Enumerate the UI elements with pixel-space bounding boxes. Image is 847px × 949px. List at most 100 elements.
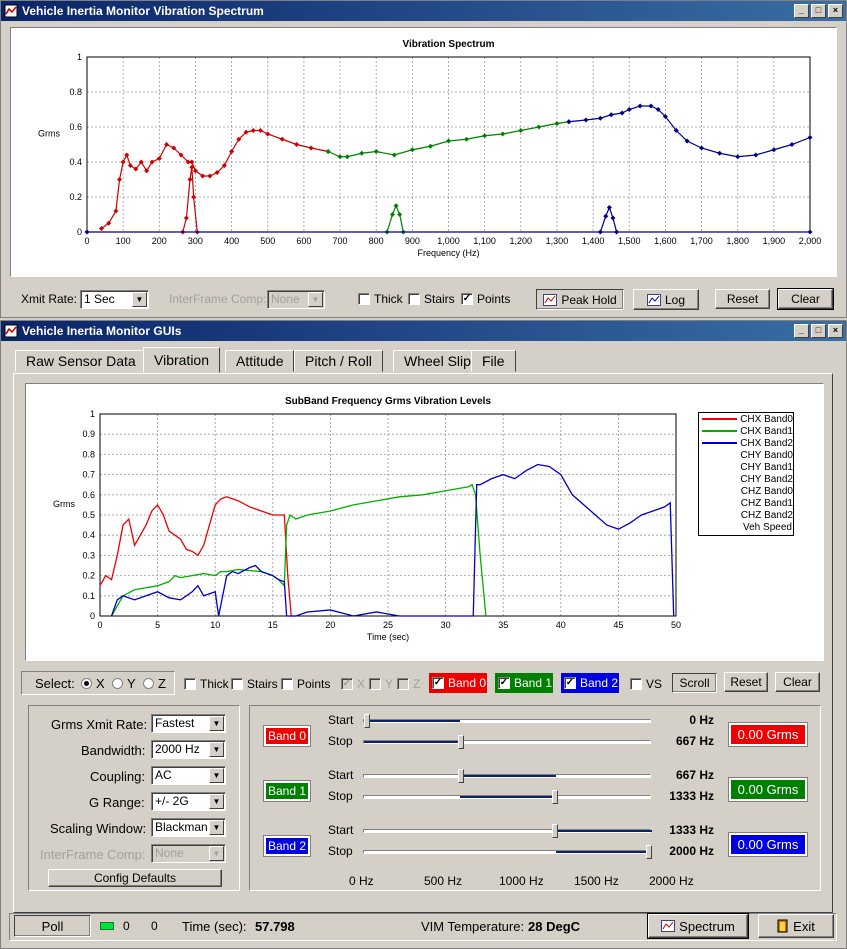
select-z-radio[interactable]: Z [143,676,166,691]
radio-circle[interactable] [143,678,154,689]
chevron-down-icon[interactable]: ▼ [209,794,224,809]
data-point [325,149,331,154]
tab-attitude[interactable]: Attitude [225,350,295,372]
points-checkbox[interactable]: Points [281,677,330,691]
spectrum-button[interactable]: Spectrum [647,913,749,939]
spectrum-titlebar[interactable]: Vehicle Inertia Monitor Vibration Spectr… [1,1,846,21]
data-point [597,115,603,121]
radio-circle[interactable] [81,678,92,689]
peak-hold-button[interactable]: Peak Hold [536,289,624,310]
select-y-radio[interactable]: Y [112,676,136,691]
maximize-icon[interactable]: □ [811,4,826,18]
data-point [648,103,654,109]
slider-thumb[interactable] [457,769,464,783]
slider-thumb[interactable] [552,790,558,804]
vibration-tab-panel [13,373,833,913]
data-point [189,164,195,170]
minimize-icon[interactable]: _ [794,324,809,338]
gx-label: X [357,677,366,691]
checkbox-box[interactable]: ✓ [461,293,473,305]
reset-button[interactable]: Reset [715,289,770,309]
exit-button[interactable]: Exit [758,914,834,938]
config-defaults-button[interactable]: Config Defaults [48,869,222,887]
scaling-select[interactable]: Blackman ▼ [151,818,226,837]
subband-chart-frame: SubBand Frequency Grms Vibration Levels 0… [25,383,824,661]
band-start-slider[interactable] [363,824,652,838]
band-0-button[interactable]: Band 0 [263,725,311,747]
clear-button[interactable]: Clear [775,672,820,692]
select-x-radio[interactable]: X [81,676,105,691]
thick-checkbox[interactable]: Thick [358,292,403,306]
chevron-down-icon[interactable]: ▼ [209,742,224,757]
band-1-button[interactable]: Band 1 [263,780,311,802]
slider-thumb[interactable] [457,735,464,749]
data-point [536,124,542,130]
interframe-select: None ▼ [151,844,226,863]
checkbox-box[interactable]: ✓ [432,677,444,689]
tab-vibration[interactable]: Vibration [143,347,221,373]
slider-fill [459,775,556,777]
data-point [200,173,206,179]
close-icon[interactable]: × [828,324,843,338]
minimize-icon[interactable]: _ [794,4,809,18]
series-line [110,463,675,617]
radio-circle[interactable] [112,678,123,689]
close-icon[interactable]: × [828,4,843,18]
chevron-down-icon[interactable]: ▼ [209,820,224,835]
data-point [717,150,723,156]
bandwidth-select[interactable]: 2000 Hz ▼ [151,740,226,759]
checkbox-box[interactable] [281,678,293,690]
points-checkbox[interactable]: ✓ Points [461,292,510,306]
chevron-down-icon[interactable]: ▼ [209,716,224,731]
x-tick-label: 1,500 [618,236,641,246]
data-point [373,149,379,154]
band-start-slider[interactable] [363,714,651,728]
checkbox-box[interactable] [408,293,420,305]
band0-checkbox[interactable]: ✓ Band 0 [429,673,487,693]
spectrum-chart: Vibration Spectrum 0 100 200 300 400 500 600 700… [38,39,821,258]
chevron-down-icon[interactable]: ▼ [209,768,224,783]
interframe-value: None [271,292,300,306]
checkbox-box[interactable] [630,678,642,690]
poll-button[interactable]: Poll [14,915,91,937]
band-stop-slider[interactable] [363,790,651,804]
coupling-select[interactable]: AC ▼ [151,766,226,785]
slider-thumb[interactable] [552,824,558,838]
band-stop-slider[interactable] [363,845,652,859]
stairs-checkbox[interactable]: Stairs [408,292,455,306]
data-point [171,145,177,151]
scroll-toggle[interactable]: Scroll [672,673,717,693]
band-start-slider[interactable] [363,769,651,783]
band-2-button[interactable]: Band 2 [263,835,311,857]
reset-button[interactable]: Reset [724,672,768,692]
band-stop-slider[interactable] [363,735,651,749]
gui-titlebar[interactable]: Vehicle Inertia Monitor GUIs _ □ × [1,321,846,341]
door-icon [777,919,788,933]
checkbox-box[interactable] [184,678,196,690]
slider-thumb[interactable] [646,845,652,859]
checkbox-box[interactable] [358,293,370,305]
thick-checkbox[interactable]: Thick [184,677,229,691]
grange-select[interactable]: +/- 2G ▼ [151,792,226,811]
vs-checkbox[interactable]: VS [630,677,662,691]
checkbox-box[interactable] [231,678,243,690]
band1-checkbox[interactable]: ✓ Band 1 [495,673,553,693]
clear-button[interactable]: Clear [777,288,834,310]
xmit-rate-select[interactable]: 1 Sec ▼ [80,290,149,309]
legend-swatch [702,526,740,528]
stairs-checkbox[interactable]: Stairs [231,677,278,691]
band2-checkbox[interactable]: ✓ Band 2 [561,673,619,693]
y-axis-label: Grms [38,129,60,139]
maximize-icon[interactable]: □ [811,324,826,338]
log-button[interactable]: Log [633,289,699,310]
slider-thumb[interactable] [364,714,370,728]
tab-file[interactable]: File [471,350,516,372]
checkbox-box[interactable]: ✓ [564,677,576,689]
y-tick-label: 0.6 [69,122,82,132]
tab-pitch-roll[interactable]: Pitch / Roll [294,350,383,372]
grms-xmit-select[interactable]: Fastest ▼ [151,714,226,733]
tab-wheel-slip[interactable]: Wheel Slip [393,350,482,372]
chevron-down-icon[interactable]: ▼ [132,292,147,307]
tab-raw-sensor-data[interactable]: Raw Sensor Data [15,350,147,372]
checkbox-box[interactable]: ✓ [498,677,510,689]
